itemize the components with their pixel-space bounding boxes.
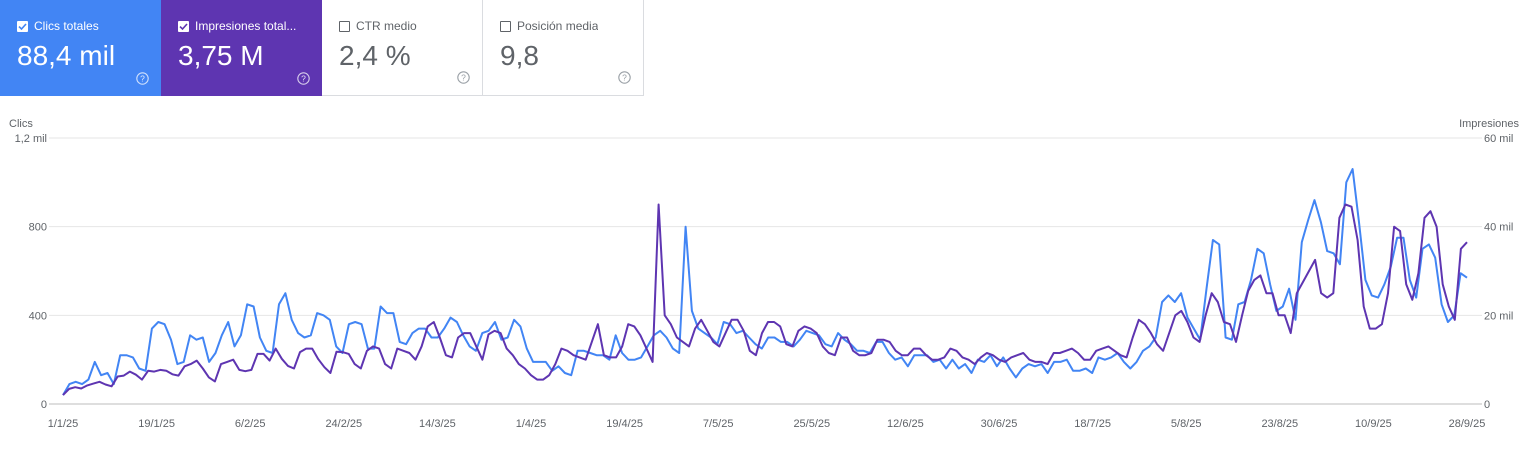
ctr-card[interactable]: CTR medio 2,4 % ?: [322, 0, 483, 96]
x-tick-label: 30/6/25: [981, 418, 1018, 430]
x-tick-label: 19/4/25: [606, 418, 643, 430]
clicks-card[interactable]: Clics totales 88,4 mil ?: [0, 0, 161, 96]
left-axis-ticks: 1,2 mil 800 400 0: [15, 133, 47, 411]
help-circle-icon[interactable]: ?: [618, 71, 631, 84]
left-axis-label: Clics: [9, 118, 33, 130]
x-tick-label: 14/3/25: [419, 418, 456, 430]
x-tick-label: 23/8/25: [1261, 418, 1298, 430]
right-tick-label: 20 mil: [1484, 310, 1513, 322]
x-axis-ticks: 1/1/25 19/1/25 6/2/25 24/2/25 14/3/25 1/4/25 1…: [48, 418, 1486, 430]
x-tick-label: 10/9/25: [1355, 418, 1392, 430]
left-tick-label: 1,2 mil: [15, 133, 47, 145]
x-tick-label: 7/5/25: [703, 418, 734, 430]
svg-text:?: ?: [622, 73, 627, 83]
ctr-card-value: 2,4 %: [339, 40, 411, 71]
x-tick-label: 24/2/25: [325, 418, 362, 430]
left-tick-label: 400: [29, 310, 47, 322]
series-line-impresiones: [62, 203, 1468, 396]
checkbox-icon[interactable]: [178, 20, 189, 32]
checkbox-icon[interactable]: [17, 20, 28, 32]
x-tick-label: 19/1/25: [138, 418, 175, 430]
right-tick-label: 0: [1484, 399, 1490, 411]
ctr-card-header: CTR medio: [339, 19, 417, 33]
right-tick-label: 60 mil: [1484, 133, 1513, 145]
series-lines: [62, 168, 1468, 396]
x-tick-label: 1/1/25: [48, 418, 79, 430]
position-card[interactable]: Posición media 9,8 ?: [483, 0, 644, 96]
clicks-card-value: 88,4 mil: [17, 40, 116, 71]
x-tick-label: 28/9/25: [1449, 418, 1486, 430]
x-tick-label: 25/5/25: [793, 418, 830, 430]
performance-chart: Clics Impresiones 1,2 mil 800 400 0 60 mil 4…: [9, 118, 1519, 430]
position-card-label: Posición media: [517, 19, 599, 33]
metric-cards: Clics totales 88,4 mil ? Impresiones tot…: [0, 0, 644, 96]
impressions-card-header: Impresiones total...: [178, 19, 296, 33]
x-tick-label: 5/8/25: [1171, 418, 1202, 430]
x-tick-label: 18/7/25: [1074, 418, 1111, 430]
series-line-clics: [62, 168, 1468, 396]
ctr-card-label: CTR medio: [356, 19, 417, 33]
clicks-card-label: Clics totales: [34, 19, 99, 33]
checkbox-icon[interactable]: [339, 20, 350, 32]
position-card-value: 9,8: [500, 40, 539, 71]
impressions-card[interactable]: Impresiones total... 3,75 M ?: [161, 0, 322, 96]
grid-lines: [49, 137, 1482, 405]
help-circle-icon[interactable]: ?: [297, 72, 310, 85]
right-axis-ticks: 60 mil 40 mil 20 mil 0: [1484, 133, 1513, 411]
left-tick-label: 0: [41, 399, 47, 411]
svg-text:?: ?: [301, 74, 306, 84]
checkbox-icon[interactable]: [500, 20, 511, 32]
impressions-card-value: 3,75 M: [178, 40, 264, 71]
x-tick-label: 12/6/25: [887, 418, 924, 430]
help-circle-icon[interactable]: ?: [457, 71, 470, 84]
right-tick-label: 40 mil: [1484, 222, 1513, 234]
right-axis-label: Impresiones: [1459, 118, 1519, 130]
position-card-header: Posición media: [500, 19, 598, 33]
help-circle-icon[interactable]: ?: [136, 72, 149, 85]
svg-text:?: ?: [461, 73, 466, 83]
x-tick-label: 1/4/25: [516, 418, 547, 430]
clicks-card-header: Clics totales: [17, 19, 99, 33]
impressions-card-label: Impresiones total...: [195, 19, 297, 33]
svg-text:?: ?: [140, 74, 145, 84]
x-tick-label: 6/2/25: [235, 418, 266, 430]
left-tick-label: 800: [29, 222, 47, 234]
